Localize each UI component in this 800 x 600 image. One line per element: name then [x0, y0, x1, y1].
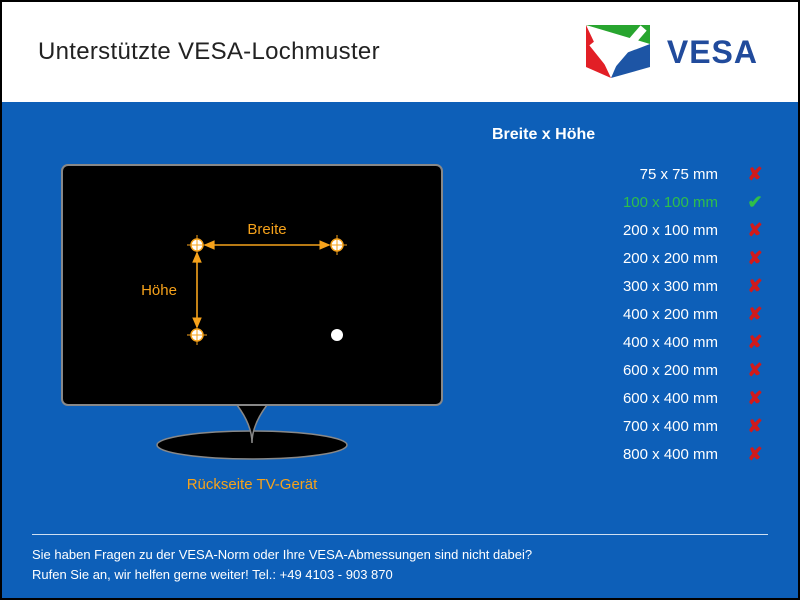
cross-icon: ✘ — [742, 332, 768, 353]
pattern-label: 400 x 400 mm — [492, 334, 742, 351]
pattern-label: 700 x 400 mm — [492, 418, 742, 435]
pattern-label: 600 x 400 mm — [492, 390, 742, 407]
cross-icon: ✘ — [742, 360, 768, 381]
footer-note: Sie haben Fragen zu der VESA-Norm oder I… — [32, 534, 768, 584]
header: Unterstützte VESA-Lochmuster VESA — [2, 2, 798, 102]
cross-icon: ✘ — [742, 304, 768, 325]
table-row: 100 x 100 mm✔ — [492, 188, 768, 216]
table-row: 200 x 100 mm✘ — [492, 216, 768, 244]
cross-icon: ✘ — [742, 164, 768, 185]
table-header: Breite x Höhe — [492, 126, 768, 150]
tv-diagram-panel: Breite Höhe Rückseite TV-Gerät — [32, 120, 472, 522]
pattern-label: 300 x 300 mm — [492, 278, 742, 295]
pattern-label: 100 x 100 mm — [492, 194, 742, 211]
cross-icon: ✘ — [742, 220, 768, 241]
cross-icon: ✘ — [742, 388, 768, 409]
cross-icon: ✘ — [742, 416, 768, 437]
table-row: 800 x 400 mm✘ — [492, 440, 768, 468]
vesa-logo: VESA — [583, 22, 758, 82]
table-row: 300 x 300 mm✘ — [492, 272, 768, 300]
vesa-logo-icon — [583, 22, 653, 82]
width-label: Breite — [247, 221, 286, 238]
content-row: Breite Höhe Rückseite TV-Gerät Breite x … — [32, 120, 768, 522]
table-row: 700 x 400 mm✘ — [492, 412, 768, 440]
tv-caption: Rückseite TV-Gerät — [187, 476, 318, 493]
footer-line1: Sie haben Fragen zu der VESA-Norm oder I… — [32, 545, 768, 565]
table-rows: 75 x 75 mm✘100 x 100 mm✔200 x 100 mm✘200… — [492, 160, 768, 468]
tv-body — [62, 165, 442, 405]
cross-icon: ✘ — [742, 248, 768, 269]
pattern-label: 200 x 200 mm — [492, 250, 742, 267]
footer-line2: Rufen Sie an, wir helfen gerne weiter! T… — [32, 565, 768, 585]
cross-icon: ✘ — [742, 276, 768, 297]
pattern-label: 75 x 75 mm — [492, 166, 742, 183]
table-row: 600 x 400 mm✘ — [492, 384, 768, 412]
table-row: 400 x 400 mm✘ — [492, 328, 768, 356]
table-row: 600 x 200 mm✘ — [492, 356, 768, 384]
pattern-label: 400 x 200 mm — [492, 306, 742, 323]
pattern-label: 600 x 200 mm — [492, 362, 742, 379]
check-icon: ✔ — [742, 192, 768, 213]
table-row: 75 x 75 mm✘ — [492, 160, 768, 188]
page-title: Unterstützte VESA-Lochmuster — [38, 38, 380, 66]
pattern-label: 800 x 400 mm — [492, 446, 742, 463]
cross-icon: ✘ — [742, 444, 768, 465]
page: Unterstützte VESA-Lochmuster VESA — [0, 0, 800, 600]
vesa-logo-text: VESA — [667, 34, 758, 71]
vesa-pattern-table: Breite x Höhe 75 x 75 mm✘100 x 100 mm✔20… — [492, 120, 768, 522]
table-row: 400 x 200 mm✘ — [492, 300, 768, 328]
tv-diagram: Breite Höhe — [47, 150, 457, 460]
table-row: 200 x 200 mm✘ — [492, 244, 768, 272]
body-panel: Breite Höhe Rückseite TV-Gerät Breite x … — [2, 102, 798, 598]
pattern-label: 200 x 100 mm — [492, 222, 742, 239]
height-label: Höhe — [141, 282, 177, 299]
